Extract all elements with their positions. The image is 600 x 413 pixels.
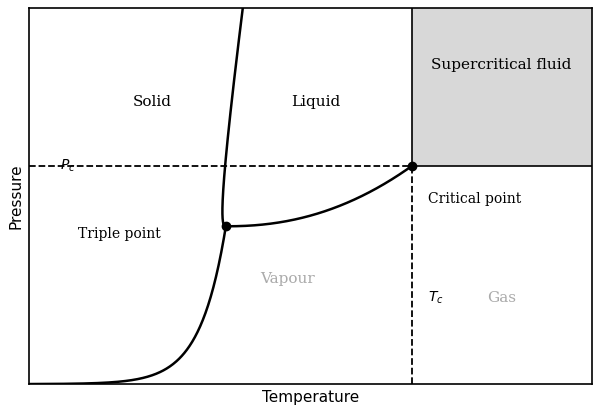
Text: $T_c$: $T_c$ <box>428 290 444 306</box>
Y-axis label: Pressure: Pressure <box>8 164 23 229</box>
Text: Critical point: Critical point <box>428 192 522 206</box>
X-axis label: Temperature: Temperature <box>262 390 359 405</box>
Text: Triple point: Triple point <box>79 227 161 241</box>
Bar <box>412 8 592 166</box>
Text: Gas: Gas <box>487 291 516 305</box>
Text: Supercritical fluid: Supercritical fluid <box>431 58 572 72</box>
Text: $P_c$: $P_c$ <box>60 158 76 174</box>
Text: Liquid: Liquid <box>291 95 341 109</box>
Text: Vapour: Vapour <box>260 272 315 286</box>
Text: Solid: Solid <box>133 95 172 109</box>
